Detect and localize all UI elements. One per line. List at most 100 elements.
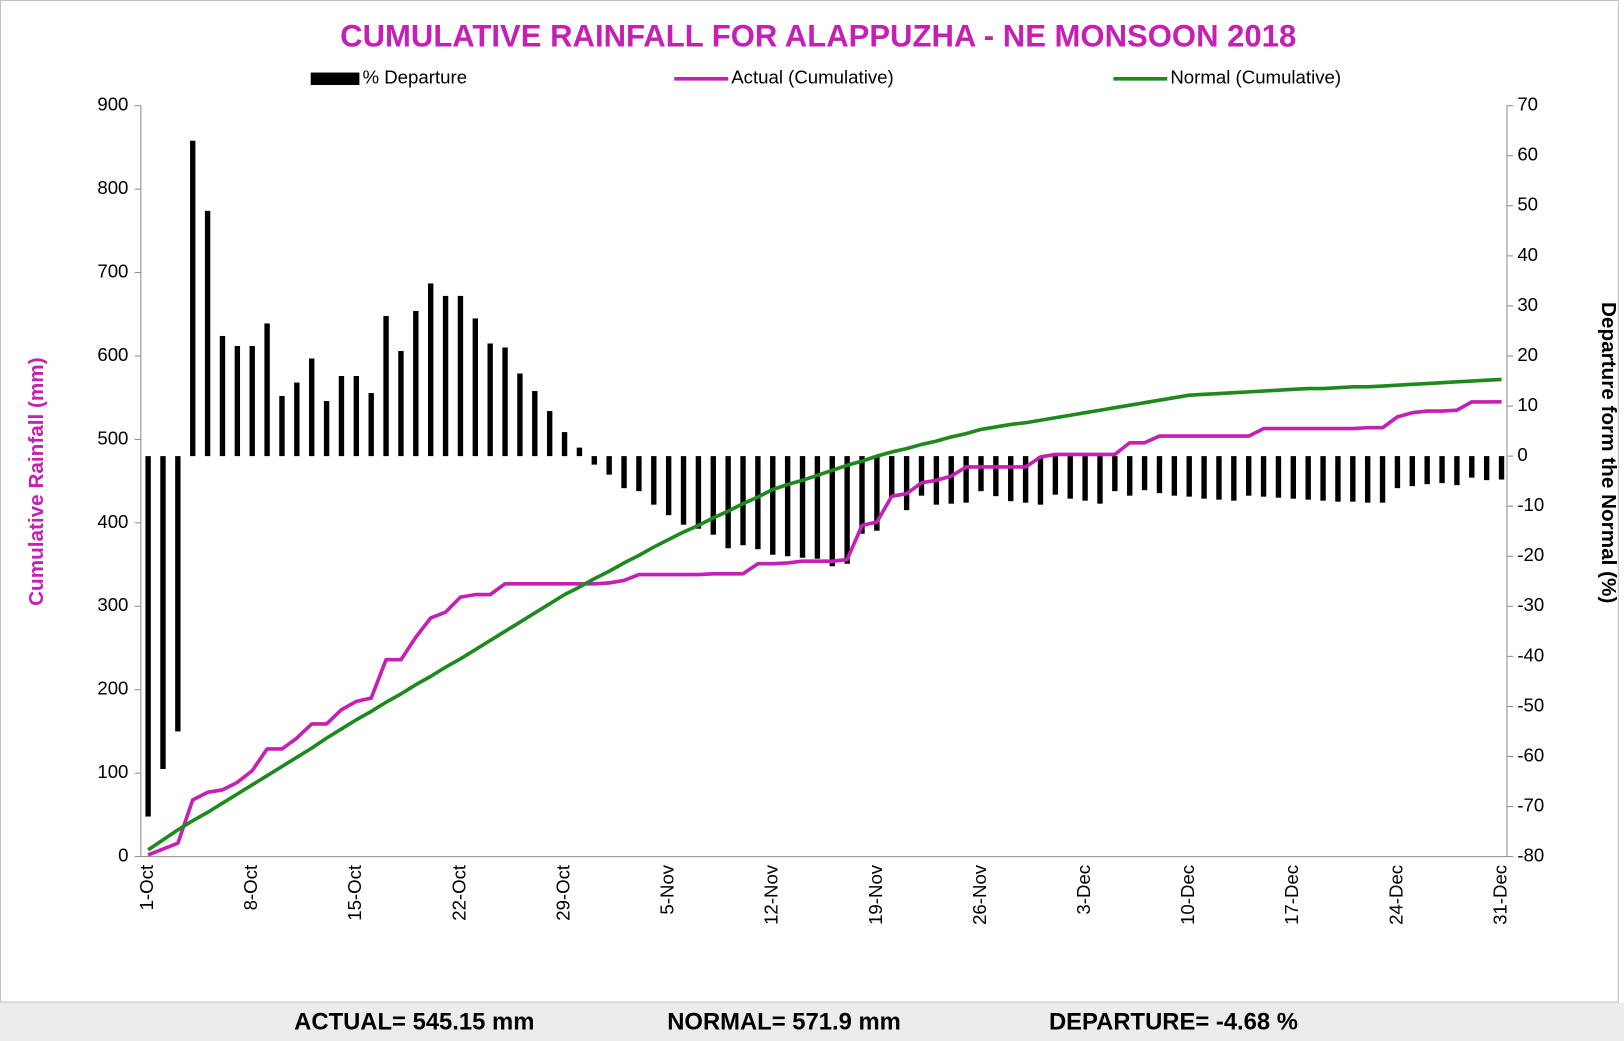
bar xyxy=(963,456,969,503)
y-tick-label: 300 xyxy=(97,594,128,615)
bar xyxy=(1483,456,1490,481)
legend-label: % Departure xyxy=(363,67,468,88)
bar xyxy=(413,310,419,457)
bar xyxy=(903,456,910,511)
y2-tick-label: 20 xyxy=(1517,344,1538,365)
y-tick-label: 900 xyxy=(97,94,128,115)
bar xyxy=(398,350,404,457)
bar xyxy=(294,382,300,457)
x-tick-label: 22-Oct xyxy=(448,864,469,921)
bar xyxy=(1260,456,1267,497)
bar xyxy=(338,376,345,457)
bar xyxy=(309,358,315,457)
bar xyxy=(1290,456,1297,499)
bar xyxy=(725,456,731,549)
x-tick-label: 19-Nov xyxy=(865,864,886,925)
bar xyxy=(323,401,330,457)
footer-actual: ACTUAL= 545.15 mm xyxy=(294,1009,534,1036)
y-tick-label: 600 xyxy=(97,344,128,365)
x-tick-label: 29-Oct xyxy=(552,864,573,921)
bar xyxy=(740,456,746,546)
x-tick-label: 1-Oct xyxy=(136,864,157,910)
bar xyxy=(383,315,389,457)
bar xyxy=(1037,456,1044,505)
bar xyxy=(1305,456,1311,500)
x-tick-label: 26-Nov xyxy=(969,864,990,925)
bar xyxy=(1127,456,1133,496)
bar xyxy=(829,456,835,567)
bar xyxy=(1379,456,1386,503)
y2-axis-label: Departure form the Normal (%) xyxy=(1597,302,1620,603)
bar xyxy=(1394,456,1401,489)
bar xyxy=(874,456,880,531)
y2-tick-label: -10 xyxy=(1517,494,1544,515)
y2-tick-label: 70 xyxy=(1517,94,1538,115)
bar xyxy=(1350,456,1356,502)
bar xyxy=(889,456,895,498)
bar xyxy=(770,456,776,555)
bar xyxy=(487,343,493,457)
bar xyxy=(918,456,925,496)
bar xyxy=(1082,456,1088,501)
bar xyxy=(546,411,553,457)
y2-tick-label: -40 xyxy=(1517,644,1544,665)
footer-departure: DEPARTURE= -4.68 % xyxy=(1049,1009,1298,1036)
bar xyxy=(844,456,850,564)
bar xyxy=(1112,456,1118,492)
y2-tick-label: -80 xyxy=(1517,845,1544,866)
y2-tick-label: -20 xyxy=(1517,544,1544,565)
bar xyxy=(502,347,508,457)
bar xyxy=(1156,456,1163,494)
y-axis-label: Cumulative Rainfall (mm) xyxy=(25,357,48,605)
bar xyxy=(457,295,464,457)
bar xyxy=(249,345,255,457)
bar xyxy=(190,140,196,457)
bar xyxy=(859,456,865,534)
y2-tick-label: -60 xyxy=(1517,744,1544,765)
bar xyxy=(1186,456,1192,497)
x-tick-label: 15-Oct xyxy=(344,864,365,921)
bar xyxy=(353,376,360,457)
bar xyxy=(219,335,226,457)
bar xyxy=(665,456,672,516)
bar xyxy=(1171,456,1178,496)
y-tick-label: 100 xyxy=(97,761,128,782)
bar xyxy=(621,456,627,489)
y2-tick-label: -50 xyxy=(1517,694,1544,715)
bar xyxy=(591,456,597,465)
x-tick-label: 8-Oct xyxy=(240,864,261,910)
bar xyxy=(1097,456,1103,504)
bar xyxy=(175,456,181,732)
y2-tick-label: -30 xyxy=(1517,594,1544,615)
bar xyxy=(1216,456,1222,500)
x-tick-label: 17-Dec xyxy=(1281,865,1302,925)
bar xyxy=(1275,456,1282,498)
bar xyxy=(1022,456,1029,503)
y2-tick-label: 10 xyxy=(1517,394,1538,415)
bar xyxy=(695,456,702,529)
bar xyxy=(651,456,657,505)
x-tick-label: 12-Nov xyxy=(761,864,782,925)
bar xyxy=(1364,456,1371,503)
bar xyxy=(279,396,285,457)
legend-label: Actual (Cumulative) xyxy=(731,67,894,88)
y-tick-label: 400 xyxy=(97,511,128,532)
y-tick-label: 700 xyxy=(97,260,128,281)
y2-tick-label: 60 xyxy=(1517,144,1538,165)
bar xyxy=(993,456,999,497)
bar xyxy=(145,456,151,817)
y-tick-label: 200 xyxy=(97,678,128,699)
x-tick-label: 31-Dec xyxy=(1489,865,1510,925)
legend-label: Normal (Cumulative) xyxy=(1170,67,1341,88)
x-tick-label: 10-Dec xyxy=(1177,865,1198,925)
y-tick-label: 0 xyxy=(118,845,128,866)
bar xyxy=(680,456,687,525)
bar xyxy=(442,295,449,457)
bar xyxy=(532,391,538,457)
y-tick-label: 800 xyxy=(97,177,128,198)
bar xyxy=(576,447,583,457)
bar xyxy=(160,456,166,769)
line xyxy=(147,399,1502,857)
bar xyxy=(606,456,612,475)
